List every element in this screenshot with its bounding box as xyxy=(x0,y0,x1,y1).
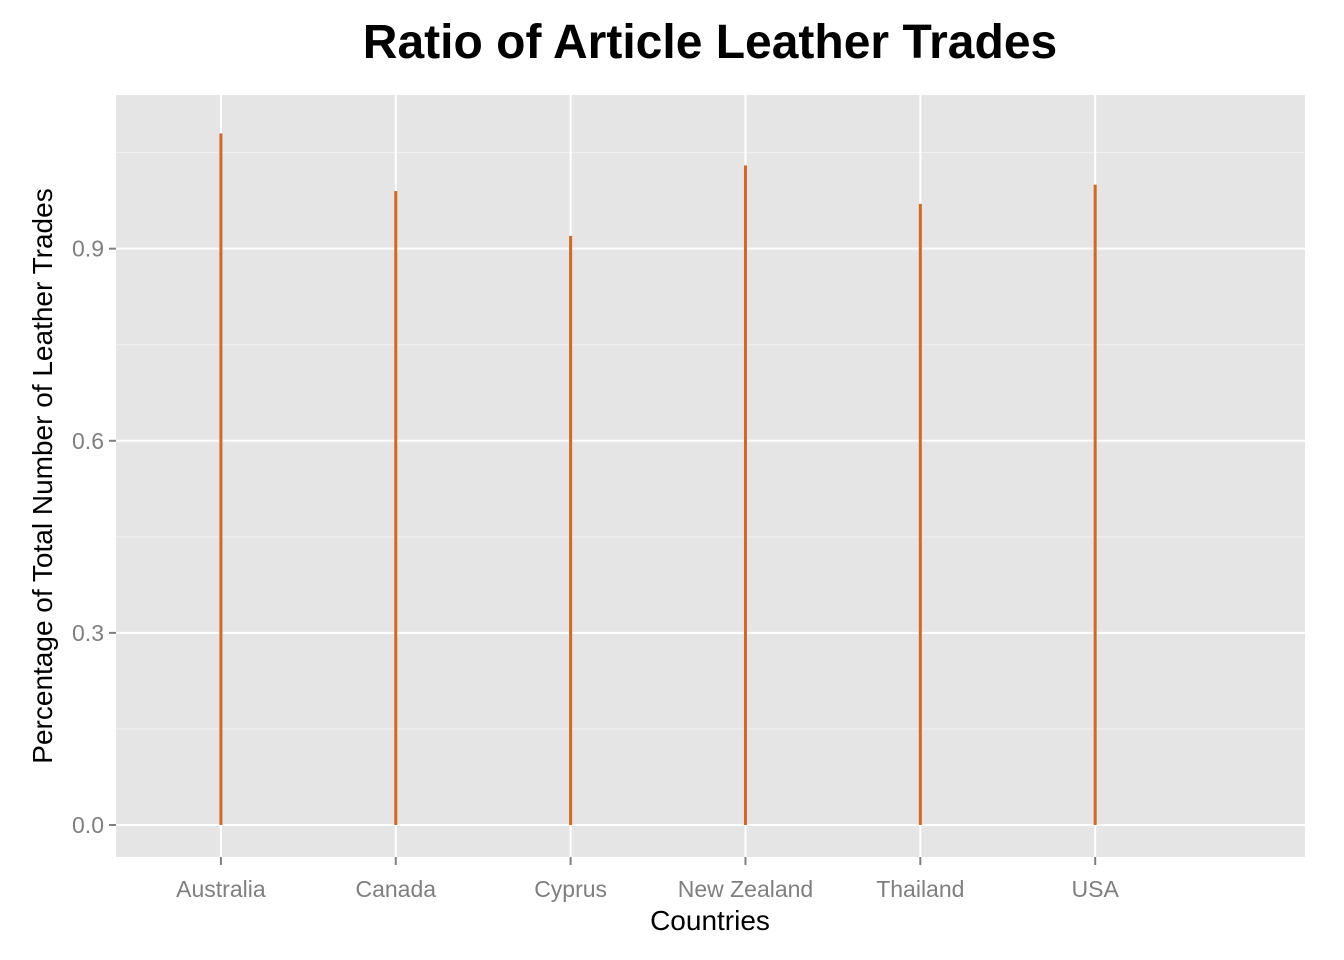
bar-cyprus xyxy=(569,235,573,825)
x-tick-label: Australia xyxy=(176,876,266,902)
minor-gridlines xyxy=(116,152,1305,730)
x-tick-label: Cyprus xyxy=(534,876,607,902)
bar-new-zealand xyxy=(743,165,747,825)
y-tick-label: 0.9 xyxy=(72,236,104,262)
bar-canada xyxy=(394,191,398,825)
x-axis: Australia Canada Cyprus New Zealand Thailand… xyxy=(176,857,1119,902)
bar-thailand xyxy=(918,203,922,825)
x-axis-title: Countries xyxy=(650,905,770,936)
y-tick-label: 0.6 xyxy=(72,428,104,454)
x-tick-label: Thailand xyxy=(876,876,964,902)
x-tick-label: Canada xyxy=(355,876,436,902)
y-axis: 0.0 0.3 0.6 0.9 xyxy=(72,236,116,838)
bar-australia xyxy=(219,133,223,825)
chart-title: Ratio of Article Leather Trades xyxy=(363,16,1057,69)
y-tick-label: 0.3 xyxy=(72,620,104,646)
x-tick-label: New Zealand xyxy=(678,876,814,902)
y-axis-title: Percentage of Total Number of Leather Tr… xyxy=(27,188,58,763)
bar-usa xyxy=(1093,184,1097,825)
bars xyxy=(219,133,1097,825)
plot-panel xyxy=(116,95,1305,857)
x-tick-label: USA xyxy=(1072,876,1120,902)
y-tick-label: 0.0 xyxy=(72,812,104,838)
